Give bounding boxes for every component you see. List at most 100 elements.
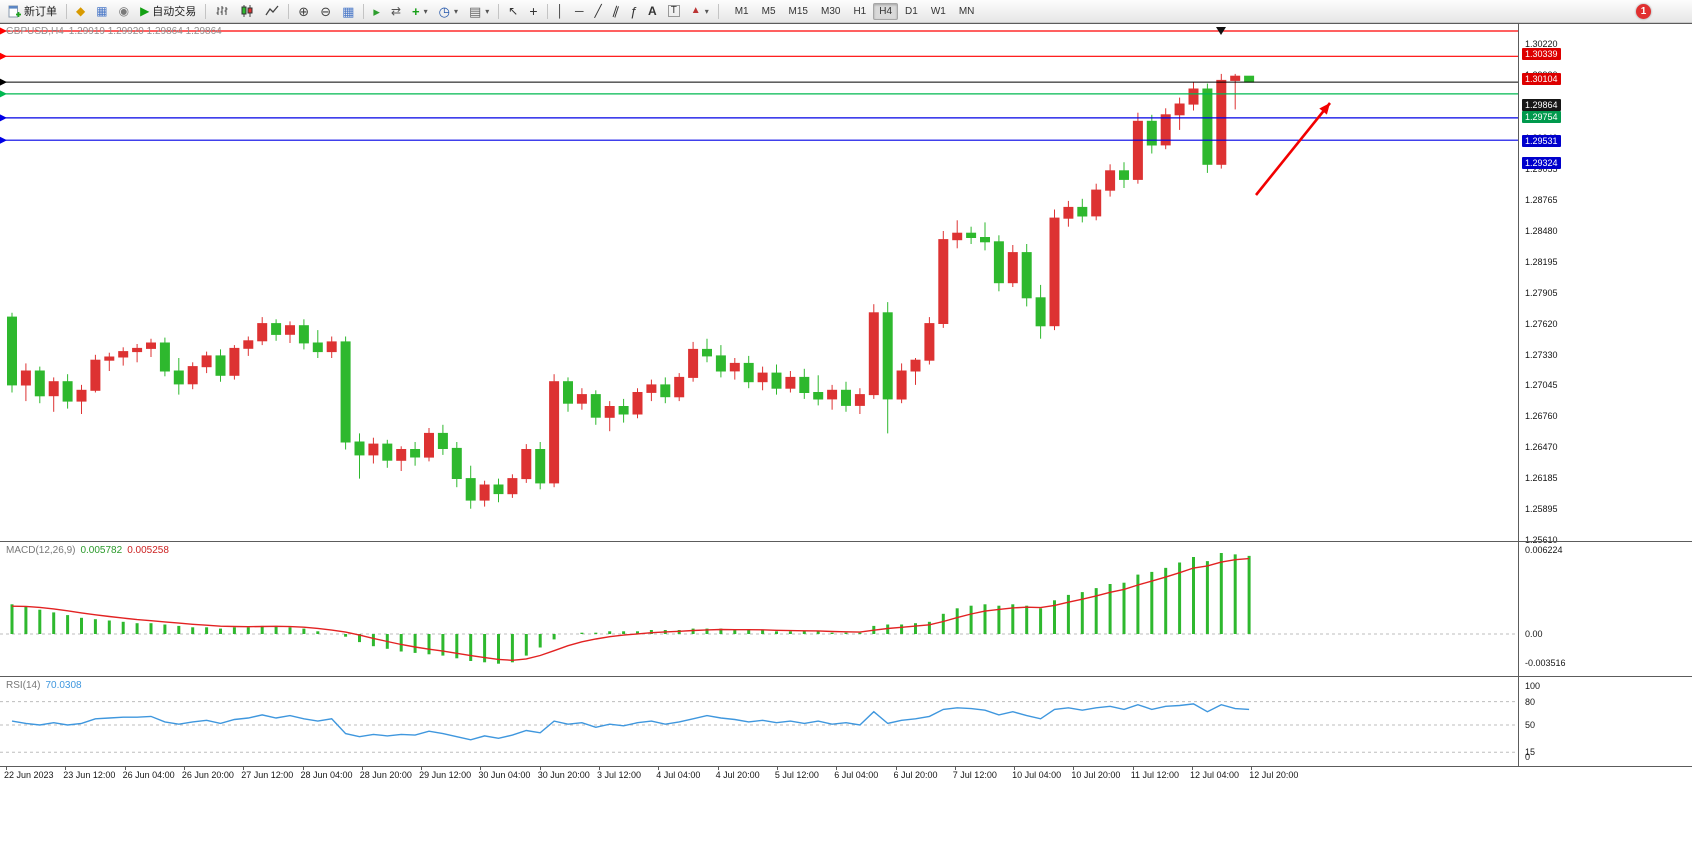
panel-divider-rsi[interactable] — [0, 676, 1692, 677]
candle-body — [1174, 103, 1185, 116]
play-icon: ▶ — [140, 4, 150, 18]
zoom-out-button[interactable]: ⊖ — [315, 2, 336, 21]
clock-icon: ◷ — [438, 3, 450, 19]
indicators-button[interactable]: + ▾ — [407, 2, 433, 21]
candle-body — [1188, 88, 1199, 105]
trend-arrow[interactable] — [1254, 102, 1332, 196]
rsi-canvas[interactable] — [0, 677, 1518, 766]
line-left-marker — [0, 114, 7, 122]
main-chart-panel[interactable]: GBPUSD,H4 1.29919 1.29920 1.29864 1.29864 — [0, 23, 1518, 541]
timeframe-button-mn[interactable]: MN — [958, 5, 975, 17]
zoom-in-button[interactable]: ⊕ — [293, 2, 314, 21]
candle-body — [924, 323, 935, 361]
candle-body — [910, 359, 921, 372]
candle-body — [437, 432, 448, 449]
trend-line-button[interactable]: ╱ — [590, 2, 607, 21]
market-watch-button[interactable]: ▦ — [91, 2, 112, 21]
line-left-marker — [0, 27, 7, 35]
main-chart-canvas[interactable] — [0, 23, 1518, 541]
rsi-panel[interactable]: RSI(14) 70.0308 — [0, 677, 1518, 766]
candlestick-chart-icon — [241, 5, 253, 17]
time-label: 26 Jun 20:00 — [181, 770, 234, 780]
price-tick-label: 1.26470 — [1525, 442, 1558, 453]
candle-body — [1077, 206, 1088, 217]
timeframe-button-d1[interactable]: D1 — [905, 5, 918, 17]
timeframe-button-h1[interactable]: H1 — [853, 5, 867, 17]
separator — [498, 3, 500, 19]
timeframe-toolbar: M1 M5 M15 M30 H1 H4 D1 W1 MN — [729, 2, 981, 20]
cursor-icon: ↖ — [508, 4, 519, 18]
time-label: 28 Jun 04:00 — [300, 770, 353, 780]
time-label: 29 Jun 12:00 — [419, 770, 472, 780]
candle-body — [799, 376, 810, 393]
arrows-tool-button[interactable]: ▲ ▾ — [686, 2, 714, 21]
fibonacci-button[interactable]: ƒ — [625, 2, 642, 21]
time-label: 26 Jun 04:00 — [122, 770, 175, 780]
candle-body — [76, 389, 87, 402]
notification-badge[interactable]: 1 — [1636, 3, 1651, 19]
favorites-button[interactable]: ◆ — [71, 2, 90, 21]
crosshair-button[interactable]: + — [524, 2, 542, 21]
separator — [546, 3, 548, 19]
timeframe-button-h4[interactable]: H4 — [873, 2, 899, 20]
candle-body — [229, 347, 240, 376]
candle-body — [104, 356, 115, 361]
candle-body — [312, 342, 323, 353]
chart-shift-button[interactable]: ⇄ — [386, 2, 406, 21]
price-tick-label: 1.27905 — [1525, 287, 1558, 298]
periods-button[interactable]: ◷ ▾ — [434, 2, 463, 21]
indicators-plus-icon: + — [412, 3, 420, 19]
candle-body — [563, 381, 573, 404]
auto-scroll-button[interactable]: ▸ — [368, 2, 385, 21]
label-tool-button[interactable]: T — [663, 2, 685, 21]
rsi-scale-label: 0 — [1525, 752, 1531, 762]
cursor-button[interactable]: ↖ — [503, 2, 523, 21]
time-tick — [480, 767, 482, 770]
timeframe-button-m30[interactable]: M30 — [820, 5, 841, 17]
candle-body — [743, 362, 754, 383]
candle-body — [980, 237, 990, 243]
timeframe-button-m15[interactable]: M15 — [788, 5, 808, 17]
candle-body — [1007, 252, 1018, 284]
price-scale[interactable]: 1.302201.299301.296301.293401.290551.287… — [1519, 23, 1691, 767]
macd-canvas[interactable] — [0, 542, 1518, 676]
candle-body — [159, 342, 170, 372]
tile-windows-button[interactable]: ▦ — [337, 2, 359, 21]
candle-body — [62, 381, 73, 402]
text-tool-icon: A — [648, 4, 657, 18]
zoom-out-icon: ⊖ — [320, 3, 332, 19]
candle-body — [618, 406, 629, 415]
price-tick-label: 1.27620 — [1525, 318, 1558, 329]
top-triangle-marker[interactable] — [1216, 27, 1226, 35]
candlestick-chart-button[interactable] — [235, 2, 259, 21]
channel-button[interactable]: ∥ — [608, 2, 624, 21]
text-tool-button[interactable]: A — [643, 2, 662, 21]
vertical-line-button[interactable]: │ — [552, 2, 570, 21]
rsi-scale-label: 15 — [1525, 747, 1536, 758]
timeframe-button-m1[interactable]: M1 — [734, 5, 749, 17]
panel-divider-macd[interactable] — [0, 541, 1692, 542]
price-tick-label: 1.26760 — [1525, 411, 1558, 422]
bar-chart-button[interactable] — [210, 2, 234, 21]
chart-shift-icon: ⇄ — [390, 4, 401, 18]
time-label: 7 Jul 12:00 — [952, 770, 997, 780]
time-scale[interactable]: 22 Jun 2023 23 Jun 12:00 26 Jun 04:00 26 Ju… — [0, 767, 1518, 784]
time-tick — [717, 767, 719, 770]
auto-trading-button[interactable]: ▶ 自动交易 — [135, 2, 201, 21]
separator — [288, 3, 290, 19]
horizontal-line-button[interactable]: ─ — [570, 2, 589, 21]
community-button[interactable]: ◉ — [114, 2, 134, 21]
candle-body — [215, 355, 226, 376]
price-tick-label: 1.29055 — [1525, 164, 1558, 175]
line-chart-button[interactable] — [260, 2, 284, 21]
macd-panel[interactable]: MACD(12,26,9) 0.005782 0.005258 — [0, 542, 1518, 676]
candle-body — [868, 312, 879, 396]
timeframe-button-m5[interactable]: M5 — [761, 5, 776, 17]
templates-icon: ▤ — [468, 3, 482, 19]
candle-body — [201, 355, 212, 368]
templates-button[interactable]: ▤ ▾ — [464, 2, 494, 21]
symbol-label: GBPUSD,H4 — [6, 26, 64, 37]
candle-body — [271, 323, 282, 335]
timeframe-button-w1[interactable]: W1 — [930, 5, 946, 17]
new-order-button[interactable]: 新订单 — [3, 2, 62, 21]
